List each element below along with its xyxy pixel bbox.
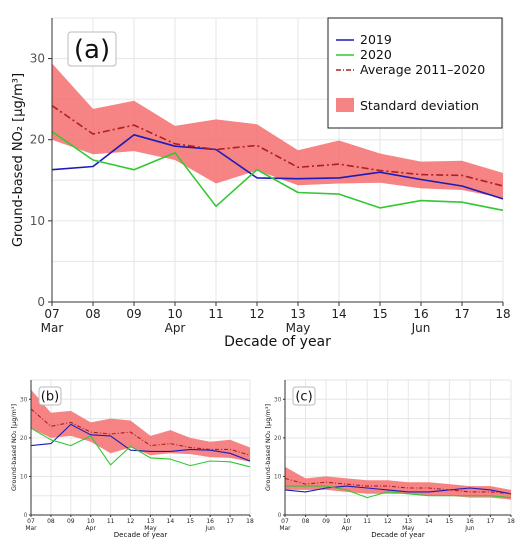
series-line-2020 [285, 485, 512, 499]
y-tick-label: 10 [274, 473, 282, 480]
x-tick-label: 12 [127, 518, 135, 525]
y-tick-label: 30 [20, 396, 28, 403]
x-tick-label: 09 [67, 518, 75, 525]
month-label: May [402, 525, 415, 532]
series-line-average-2011-2020 [284, 477, 512, 495]
x-tick-label: 15 [372, 307, 387, 321]
x-tick-label: 07 [44, 307, 59, 321]
panel-label: (c) [295, 390, 312, 405]
y-tick-label: 30 [274, 396, 282, 403]
x-axis-title: Decade of year [371, 531, 425, 539]
month-label: Apr [341, 525, 352, 532]
month-label: Jun [411, 321, 431, 335]
y-tick-label: 10 [20, 473, 28, 480]
x-tick-label: 10 [87, 518, 95, 525]
x-axis-title: Decade of year [224, 334, 331, 350]
y-tick-label: 20 [274, 435, 282, 442]
x-tick-label: 16 [466, 518, 474, 525]
legend-entry: Standard deviation [360, 98, 479, 113]
series-line-2020 [51, 130, 504, 212]
panel-label: (b) [41, 390, 59, 405]
series-line-2019 [284, 485, 512, 495]
x-tick-label: 13 [290, 307, 305, 321]
x-tick-label: 15 [446, 518, 454, 525]
y-tick-label: 0 [37, 295, 45, 309]
month-label: Apr [165, 321, 186, 335]
y-tick-label: 30 [30, 52, 45, 66]
x-tick-label: 08 [47, 518, 55, 525]
legend-swatch-band [336, 98, 354, 112]
chart-panel-b: 0 10 20 30 07 08 09 10 11 12 13 14 15 16 17 18 Mar Apr May… [10, 379, 254, 539]
panel-label-box [67, 31, 117, 67]
x-tick-label: 12 [384, 518, 392, 525]
series-line-2019 [30, 423, 251, 462]
y-tick-label: 10 [30, 214, 45, 228]
chart-panel-c: 0 10 20 30 07 08 09 10 11 12 13 14 15 16 17 18 Mar Apr May… [264, 379, 515, 539]
panel-label-box [38, 386, 62, 406]
x-tick-label: 18 [507, 518, 515, 525]
month-label: Jun [204, 525, 215, 532]
x-tick-label: 07 [27, 518, 35, 525]
y-tick-label: 20 [20, 435, 28, 442]
series-line-average-2011-2020 [51, 104, 504, 187]
x-tick-label: 11 [363, 518, 371, 525]
legend-entry: Average 2011–2020 [360, 62, 485, 77]
x-tick-label: 16 [413, 307, 428, 321]
std-band [285, 466, 511, 500]
y-axis-title: Ground-based NO₂ [μg/m³] [264, 404, 272, 491]
month-label: Apr [86, 525, 97, 532]
std-band [31, 389, 250, 462]
month-label: Mar [279, 525, 291, 532]
chart-panel-a: 0 10 20 30 07 08 09 10 11 12 13 14 15 16 17 18 Mar Apr May… [11, 17, 511, 350]
month-label: May [144, 525, 157, 532]
x-tick-label: 15 [186, 518, 194, 525]
legend-entry: 2019 [360, 32, 392, 47]
series-line-2019 [51, 134, 504, 200]
x-tick-label: 10 [167, 307, 182, 321]
x-tick-label: 16 [206, 518, 214, 525]
std-band [52, 63, 503, 199]
x-tick-label: 17 [454, 307, 469, 321]
y-tick-label: 20 [30, 133, 45, 147]
x-tick-label: 13 [147, 518, 155, 525]
series-line-average-2011-2020 [30, 408, 251, 456]
month-label: May [286, 321, 311, 335]
x-tick-label: 07 [281, 518, 289, 525]
x-tick-label: 08 [85, 307, 100, 321]
x-tick-label: 14 [167, 518, 175, 525]
y-tick-label: 0 [24, 512, 28, 519]
y-axis-title: Ground-based NO₂ [μg/m³] [10, 404, 18, 491]
x-axis-title: Decade of year [114, 531, 168, 539]
x-tick-label: 13 [404, 518, 412, 525]
x-tick-label: 17 [487, 518, 495, 525]
x-tick-label: 18 [495, 307, 510, 321]
y-axis-title: Ground-based NO₂ [μg/m³] [11, 73, 26, 247]
x-tick-label: 09 [322, 518, 330, 525]
legend-box [327, 17, 503, 129]
legend-entry: 2020 [360, 47, 392, 62]
x-tick-label: 10 [343, 518, 351, 525]
x-tick-label: 11 [107, 518, 115, 525]
x-tick-label: 17 [226, 518, 234, 525]
x-tick-label: 12 [249, 307, 264, 321]
x-tick-label: 14 [331, 307, 346, 321]
x-tick-label: 08 [302, 518, 310, 525]
panel-label-box [292, 386, 316, 406]
panel-label: (a) [74, 35, 110, 65]
x-tick-label: 11 [208, 307, 223, 321]
month-label: Mar [41, 321, 64, 335]
month-label: Jun [464, 525, 475, 532]
x-tick-label: 18 [246, 518, 254, 525]
series-line-2020 [30, 427, 251, 468]
y-tick-label: 0 [278, 512, 282, 519]
x-tick-label: 09 [126, 307, 141, 321]
x-tick-label: 14 [425, 518, 433, 525]
month-label: Mar [25, 525, 37, 532]
